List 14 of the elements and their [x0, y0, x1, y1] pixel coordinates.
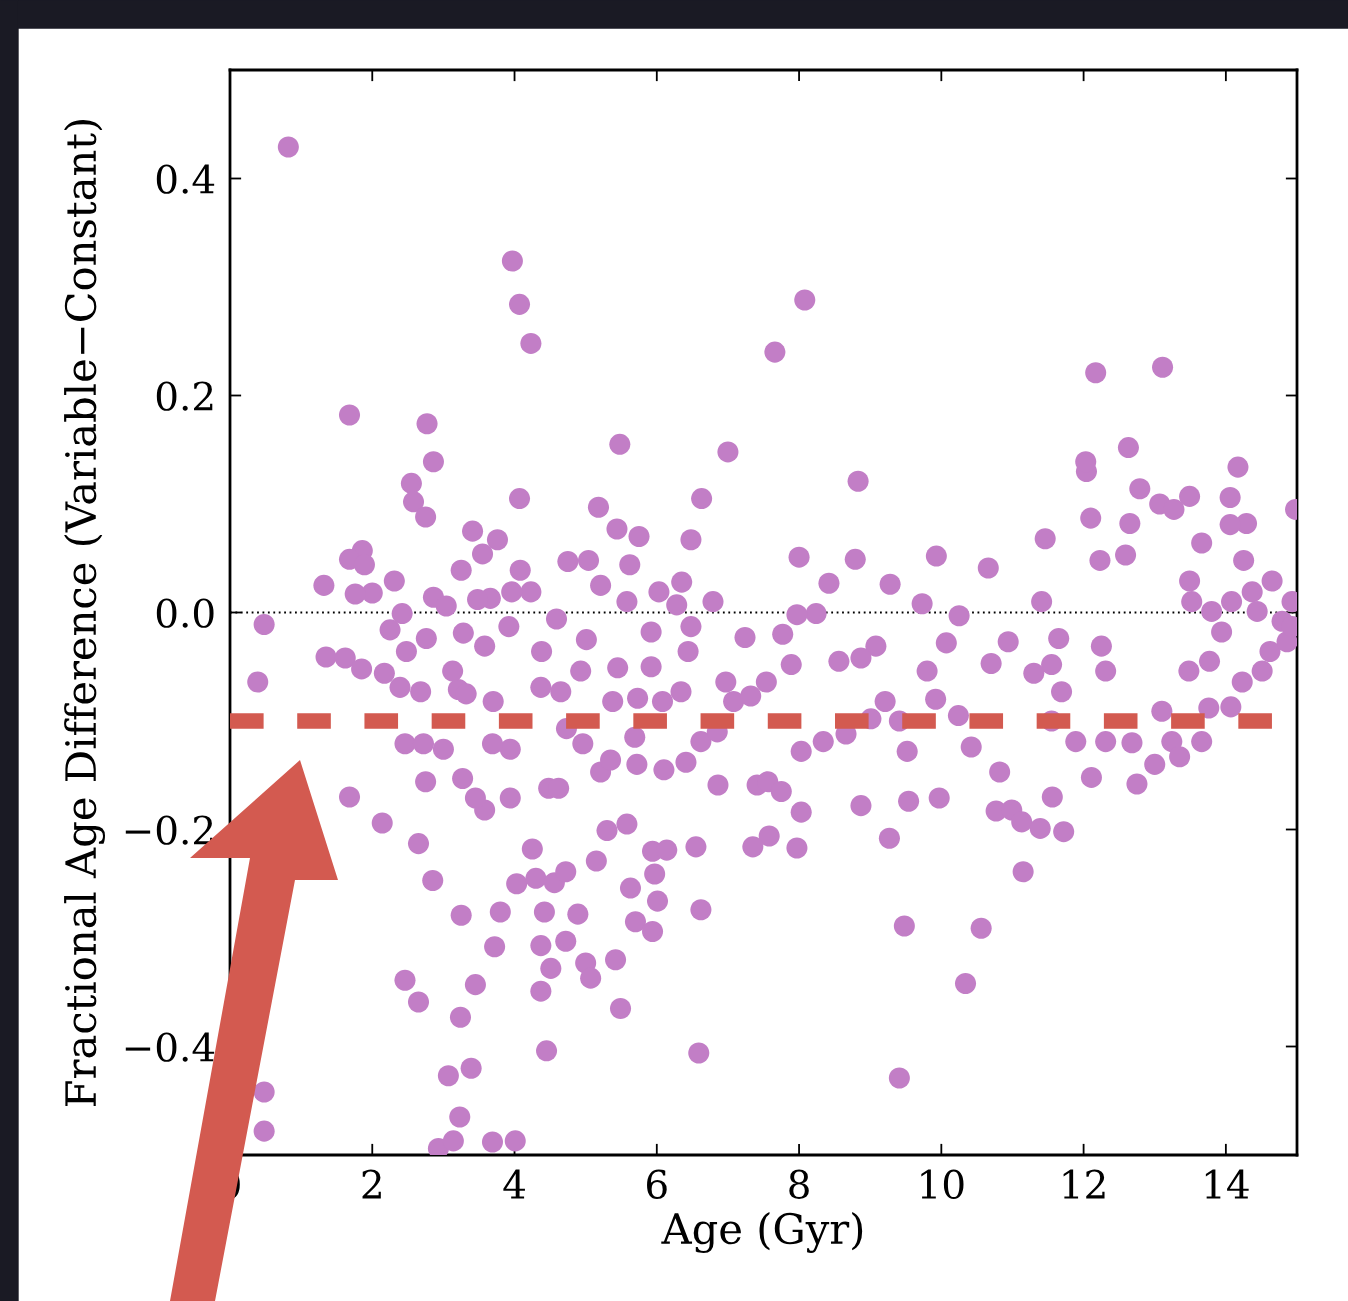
- y-tick-label: −0.2: [125, 815, 213, 845]
- x-tick-label: 10: [921, 1169, 964, 1199]
- y-tick-label: −0.4: [125, 1032, 215, 1062]
- x-tick-label: 12: [1063, 1169, 1105, 1199]
- x-axis-title: Age (Gyr): [661, 1212, 863, 1253]
- x-tick-label: 6: [647, 1169, 667, 1199]
- x-tick-label: 4: [503, 1169, 525, 1199]
- x-tick-label: 14: [1205, 1169, 1249, 1199]
- y-tick-label: 0.2: [156, 381, 213, 411]
- y-axis-title: Fractional Age Difference (Variable−Constant): [64, 120, 106, 1107]
- x-tick-label: 8: [789, 1169, 809, 1199]
- y-tick-label: 0.4: [156, 164, 215, 194]
- x-tick-label: 2: [362, 1169, 381, 1199]
- y-tick-label: 0.0: [156, 598, 214, 628]
